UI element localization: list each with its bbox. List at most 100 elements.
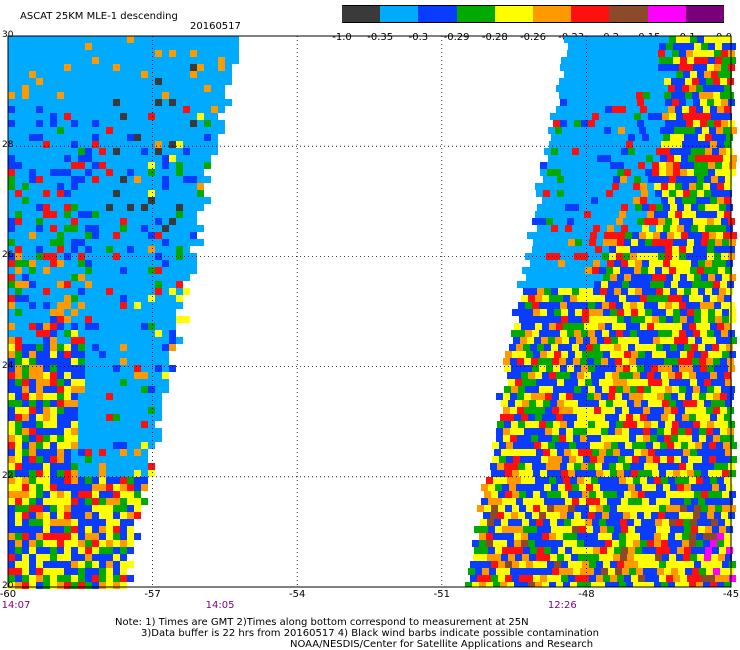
wind-cell [496, 435, 503, 442]
wind-cell [668, 323, 675, 330]
wind-cell [57, 197, 64, 204]
wind-cell [197, 43, 204, 50]
wind-cell [659, 309, 666, 316]
wind-cell [99, 379, 106, 386]
wind-cell [29, 330, 36, 337]
wind-cell [22, 190, 29, 197]
wind-cell [652, 470, 659, 477]
wind-cell [15, 162, 22, 169]
wind-cell [155, 218, 162, 225]
colorbar-segment [533, 5, 572, 23]
wind-cell [626, 372, 633, 379]
wind-cell [591, 533, 598, 540]
wind-cell [647, 414, 654, 421]
wind-cell [602, 50, 609, 57]
wind-cell [64, 337, 71, 344]
wind-cell [141, 127, 148, 134]
wind-cell [568, 351, 575, 358]
wind-cell [712, 134, 719, 141]
wind-cell [589, 561, 596, 568]
wind-cell [57, 113, 64, 120]
wind-cell [672, 50, 679, 57]
wind-cell [572, 344, 579, 351]
wind-cell [689, 211, 696, 218]
wind-cell [629, 428, 636, 435]
wind-cell [614, 288, 621, 295]
wind-cell [679, 386, 686, 393]
wind-cell [134, 407, 141, 414]
wind-cell [620, 36, 627, 43]
wind-cell [22, 407, 29, 414]
wind-cell [15, 85, 22, 92]
wind-cell [50, 372, 57, 379]
wind-cell [162, 337, 169, 344]
wind-cell [162, 232, 169, 239]
wind-cell [598, 141, 605, 148]
wind-cell [148, 295, 155, 302]
wind-cell [99, 295, 106, 302]
wind-cell [106, 526, 113, 533]
wind-cell [635, 148, 642, 155]
wind-cell [675, 582, 682, 587]
wind-cell [721, 50, 728, 57]
wind-cell [141, 316, 148, 323]
wind-cell [588, 64, 595, 71]
wind-cell [15, 267, 22, 274]
wind-cell [64, 519, 71, 526]
wind-cell [713, 407, 720, 414]
wind-cell [169, 323, 176, 330]
wind-cell [92, 281, 99, 288]
wind-cell [614, 134, 621, 141]
wind-cell [8, 295, 15, 302]
wind-cell [615, 435, 622, 442]
wind-cell [134, 85, 141, 92]
wind-cell [99, 155, 106, 162]
wind-cell [595, 365, 602, 372]
wind-cell [113, 407, 120, 414]
wind-cell [481, 526, 488, 533]
wind-cell [557, 190, 564, 197]
wind-cell [584, 323, 591, 330]
wind-cell [57, 344, 64, 351]
wind-cell [148, 442, 155, 449]
wind-cell [623, 218, 630, 225]
wind-cell [43, 50, 50, 57]
wind-cell [127, 442, 134, 449]
wind-cell [691, 288, 698, 295]
wind-cell [141, 232, 148, 239]
wind-cell [141, 162, 148, 169]
wind-cell [712, 484, 719, 491]
wind-cell [618, 232, 625, 239]
wind-cell [204, 71, 211, 78]
wind-cell [64, 477, 71, 484]
wind-cell [585, 267, 592, 274]
wind-cell [606, 36, 613, 43]
wind-cell [676, 379, 683, 386]
wind-cell [148, 351, 155, 358]
wind-cell [169, 274, 176, 281]
wind-cell [36, 421, 43, 428]
wind-cell [707, 246, 714, 253]
wind-cell [680, 43, 687, 50]
wind-cell [561, 575, 568, 582]
wind-cell [197, 127, 204, 134]
wind-cell [148, 365, 155, 372]
wind-cell [92, 57, 99, 64]
wind-cell [162, 267, 169, 274]
wind-cell [162, 85, 169, 92]
wind-cell [43, 582, 50, 589]
wind-cell [705, 484, 712, 491]
wind-cell [707, 330, 714, 337]
wind-cell [113, 260, 120, 267]
wind-cell [580, 428, 587, 435]
wind-cell [50, 43, 57, 50]
wind-cell [693, 463, 700, 470]
wind-cell [691, 260, 698, 267]
wind-cell [724, 295, 731, 302]
wind-cell [57, 43, 64, 50]
wind-cell [92, 274, 99, 281]
wind-cell [614, 204, 621, 211]
wind-cell [64, 274, 71, 281]
wind-cell [71, 400, 78, 407]
wind-cell [586, 344, 593, 351]
